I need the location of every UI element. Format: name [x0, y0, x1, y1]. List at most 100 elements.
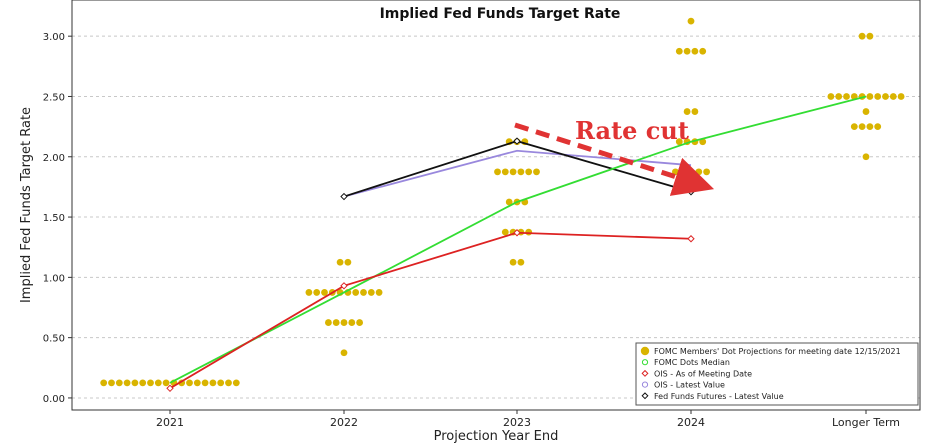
- legend-box: [635, 342, 919, 406]
- dot-projection: [313, 289, 321, 296]
- dot-projection: [131, 379, 139, 387]
- dot-projection: [889, 93, 897, 100]
- x-tick-label: 2022: [330, 416, 358, 429]
- dot-projection: [217, 379, 225, 387]
- dot-projection: [501, 228, 509, 236]
- dot-projection: [683, 108, 691, 115]
- dot-projection: [305, 289, 313, 296]
- dot-projection: [874, 123, 882, 131]
- dot-projection: [687, 17, 695, 25]
- dot-projection: [695, 168, 703, 176]
- dot-projection: [340, 319, 348, 326]
- dot-projection: [525, 228, 533, 236]
- y-tick-label: 1.50: [43, 213, 65, 224]
- series-marker: [166, 384, 174, 393]
- x-tick-label: 2021: [156, 416, 184, 429]
- dot-projection: [687, 168, 695, 176]
- y-tick-label: 0.00: [43, 394, 65, 405]
- dot-projection: [843, 93, 850, 100]
- dot-projection: [209, 379, 217, 387]
- series-line: [343, 140, 692, 198]
- dot-projection: [352, 289, 360, 296]
- y-axis-label: Implied Fed Funds Target Rate: [19, 107, 34, 303]
- dot-projection: [866, 32, 874, 40]
- chart-title: Implied Fed Funds Target Rate: [380, 6, 621, 22]
- dot-projection: [699, 47, 707, 55]
- dot-projection: [862, 108, 870, 115]
- dot-projection: [115, 379, 123, 387]
- dot-projection: [193, 379, 201, 387]
- dot-projection: [691, 108, 699, 115]
- legend: FOMC Members' Dot Projections for meetin…: [635, 342, 919, 406]
- dot-projection: [874, 93, 882, 100]
- x-tick-label: Longer Term: [832, 416, 900, 429]
- dot-projection: [703, 168, 710, 176]
- dot-projection: [509, 168, 517, 176]
- y-tick-label: 2.00: [43, 153, 65, 164]
- x-axis-label: Projection Year End: [434, 429, 559, 444]
- dot-projection: [494, 168, 501, 176]
- legend-label: Fed Funds Futures - Latest Value: [654, 392, 784, 401]
- series-marker: [687, 188, 695, 196]
- legend-label: OIS - Latest Value: [654, 381, 725, 390]
- dot-projection: [154, 379, 162, 387]
- legend-label: OIS - As of Meeting Date: [654, 369, 752, 378]
- dot-projection: [866, 93, 874, 100]
- legend-symbol: [641, 359, 649, 366]
- dot-projections: [100, 17, 905, 387]
- dot-projection: [186, 379, 193, 387]
- dot-projection: [344, 258, 352, 266]
- dot-projection: [375, 289, 383, 296]
- dot-projection: [325, 319, 332, 326]
- dot-projection: [321, 289, 328, 296]
- dot-projection: [501, 168, 509, 176]
- dot-projection: [850, 123, 858, 131]
- series-marker: [513, 137, 521, 145]
- dot-projection: [533, 168, 540, 176]
- dot-projection: [348, 319, 356, 326]
- dot-projection: [100, 379, 108, 387]
- dot-projection: [517, 168, 525, 176]
- dot-projection: [675, 47, 683, 55]
- dot-projection: [509, 258, 517, 266]
- dot-projection: [827, 93, 835, 100]
- dot-projection: [505, 198, 513, 206]
- dot-projection: [162, 379, 170, 387]
- dot-projection: [862, 153, 870, 161]
- dot-projection: [882, 93, 889, 100]
- dot-projection: [139, 379, 147, 387]
- y-tick-label: 0.50: [43, 334, 65, 345]
- dot-projection: [360, 289, 367, 296]
- dot-projection: [683, 47, 691, 55]
- series-line: [169, 231, 692, 390]
- series-line: [343, 149, 692, 198]
- dot-projection: [858, 32, 866, 40]
- legend-label: FOMC Members' Dot Projections for meetin…: [654, 347, 901, 356]
- dot-projection: [340, 349, 348, 357]
- y-axis-ticks: 0.00 0.50 1.00 1.50 2.00 2.50 3.00: [43, 32, 72, 405]
- y-tick-label: 2.50: [43, 92, 65, 103]
- plot-frame: [71, 0, 921, 411]
- dot-projection: [123, 379, 131, 387]
- legend-label: FOMC Dots Median: [654, 358, 730, 367]
- rate-cut-label: Rate cut: [575, 116, 689, 145]
- dot-projection: [517, 258, 525, 266]
- series-lines: [166, 95, 867, 393]
- dot-projection: [367, 289, 375, 296]
- y-tick-label: 3.00: [43, 32, 65, 43]
- dot-projection: [897, 93, 905, 100]
- dot-projection: [108, 379, 115, 387]
- dot-projection: [679, 168, 687, 176]
- dot-projection: [356, 319, 363, 326]
- series-marker: [687, 235, 695, 243]
- dot-projection: [232, 379, 240, 387]
- dot-projection: [835, 93, 843, 100]
- series-marker: [513, 229, 521, 237]
- legend-symbol: [640, 346, 650, 356]
- dot-projection: [691, 47, 699, 55]
- dot-projection: [147, 379, 154, 387]
- y-tick-label: 1.00: [43, 273, 65, 284]
- x-tick-label: 2023: [503, 416, 531, 429]
- dot-projection: [525, 168, 533, 176]
